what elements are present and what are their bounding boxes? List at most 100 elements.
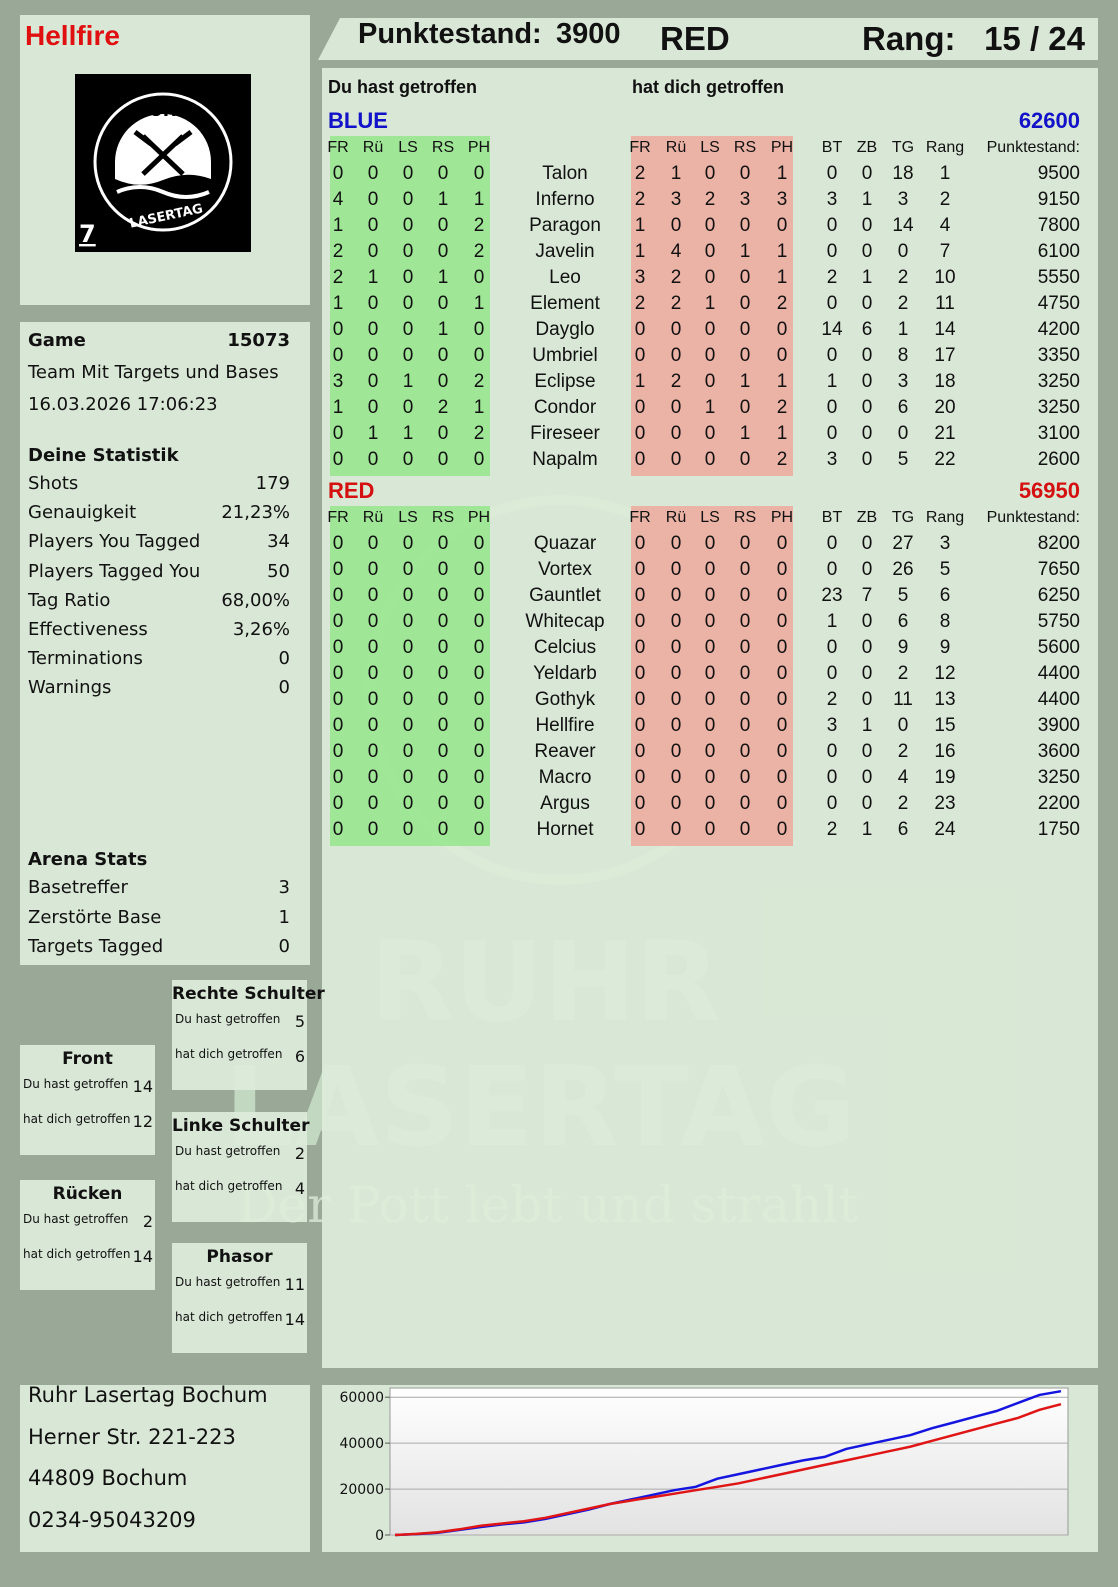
hit-cell: 0: [402, 293, 414, 314]
hit-cell: 0: [473, 449, 485, 470]
stat-cell: 2: [826, 267, 838, 288]
got-cell: 1: [704, 397, 716, 418]
score-cell: 9500: [1037, 163, 1080, 184]
hit-cell: 2: [473, 423, 485, 444]
got-cell: 0: [704, 533, 716, 554]
got-cell: 0: [634, 319, 646, 340]
got-cell: 0: [739, 689, 751, 710]
arena-value: 0: [278, 936, 290, 957]
column-header: LS: [700, 139, 720, 156]
hit-cell: 2: [332, 267, 344, 288]
stat-cell: 0: [826, 741, 838, 762]
hit-cell: 0: [402, 819, 414, 840]
zone-value: 6: [294, 1047, 305, 1066]
stat-cell: 0: [897, 423, 909, 444]
got-cell: 0: [776, 215, 788, 236]
hit-cell: 0: [402, 741, 414, 762]
got-cell: 0: [704, 819, 716, 840]
score-cell: 2600: [1037, 449, 1080, 470]
stat-cell: 5: [897, 449, 909, 470]
hit-cell: 0: [437, 715, 449, 736]
got-cell: 1: [739, 241, 751, 262]
hit-cell: 0: [402, 767, 414, 788]
hit-cell: 0: [332, 423, 344, 444]
got-cell: 0: [776, 767, 788, 788]
got-cell: 1: [776, 163, 788, 184]
stat-cell: 7: [861, 585, 873, 606]
hit-cell: 0: [437, 741, 449, 762]
score-cell: 3250: [1037, 397, 1080, 418]
stat-cell: 14: [821, 319, 843, 340]
got-cell: 3: [739, 189, 751, 210]
stat-cell: 18: [892, 163, 914, 184]
column-header: ZB: [856, 509, 878, 526]
hit-cell: 0: [402, 189, 414, 210]
hit-cell: 0: [367, 449, 379, 470]
team-name: RED: [328, 478, 375, 503]
got-cell: 0: [634, 345, 646, 366]
stat-cell: 3: [897, 189, 909, 210]
player-name: Javelin: [535, 241, 595, 262]
hit-cell: 0: [402, 559, 414, 580]
zone-value: 2: [294, 1144, 305, 1163]
got-cell: 0: [739, 163, 751, 184]
column-header: LS: [700, 509, 720, 526]
hit-cell: 0: [437, 293, 449, 314]
stat-cell: 3: [939, 533, 951, 554]
column-header: Rü: [665, 509, 687, 526]
zone-label: hat dich getroffen: [23, 1247, 131, 1261]
player-name: Umbriel: [532, 345, 598, 366]
player-name: Macro: [538, 767, 592, 788]
got-cell: 0: [670, 449, 682, 470]
column-header: RS: [733, 139, 757, 156]
hit-cell: 1: [367, 267, 379, 288]
hit-title: Du hast getroffen: [328, 77, 478, 97]
column-header: FR: [327, 139, 349, 156]
stat-cell: 23: [934, 793, 956, 814]
zone-label: Du hast getroffen: [175, 1275, 281, 1289]
stat-cell: 5: [939, 559, 951, 580]
hit-cell: 0: [437, 689, 449, 710]
stat-cell: 1: [861, 819, 873, 840]
zone-value: 4: [294, 1179, 305, 1198]
stat-cell: 11: [935, 293, 955, 314]
hit-cell: 0: [367, 819, 379, 840]
stat-cell: 11: [893, 689, 913, 710]
hit-cell: 1: [367, 423, 379, 444]
player-name: Inferno: [535, 189, 595, 210]
got-cell: 0: [670, 689, 682, 710]
hit-cell: 0: [473, 819, 485, 840]
hit-cell: 0: [437, 585, 449, 606]
stats-panel: [20, 322, 310, 965]
column-header: RS: [733, 509, 757, 526]
score-cell: 4400: [1037, 689, 1080, 710]
hit-cell: 0: [473, 319, 485, 340]
hit-cell: 0: [367, 371, 379, 392]
stat-cell: 1: [939, 163, 951, 184]
stat-cell: 6: [897, 611, 909, 632]
hit-cell: 0: [332, 793, 344, 814]
got-cell: 1: [634, 371, 646, 392]
got-cell: 0: [776, 741, 788, 762]
hit-cell: 0: [332, 663, 344, 684]
hit-cell: 0: [367, 397, 379, 418]
hit-cell: 1: [332, 397, 344, 418]
y-tick-label: 40000: [339, 1436, 384, 1452]
stat-label: Terminations: [28, 648, 143, 670]
hit-cell: 0: [402, 611, 414, 632]
stat-value: 179: [255, 473, 290, 494]
hit-cell: 0: [332, 585, 344, 606]
address-line: 0234-95043209: [28, 1507, 196, 1532]
score-cell: 3900: [1037, 715, 1080, 736]
hit-cell: 0: [437, 241, 449, 262]
hit-cell: 1: [437, 189, 449, 210]
hit-cell: 0: [402, 215, 414, 236]
got-cell: 0: [634, 819, 646, 840]
hit-cell: 0: [437, 611, 449, 632]
got-cell: 0: [704, 163, 716, 184]
stat-cell: 15: [934, 715, 956, 736]
stat-value: 50: [267, 560, 290, 582]
stat-cell: 0: [826, 241, 838, 262]
stat-cell: 0: [826, 793, 838, 814]
hit-cell: 0: [402, 397, 414, 418]
